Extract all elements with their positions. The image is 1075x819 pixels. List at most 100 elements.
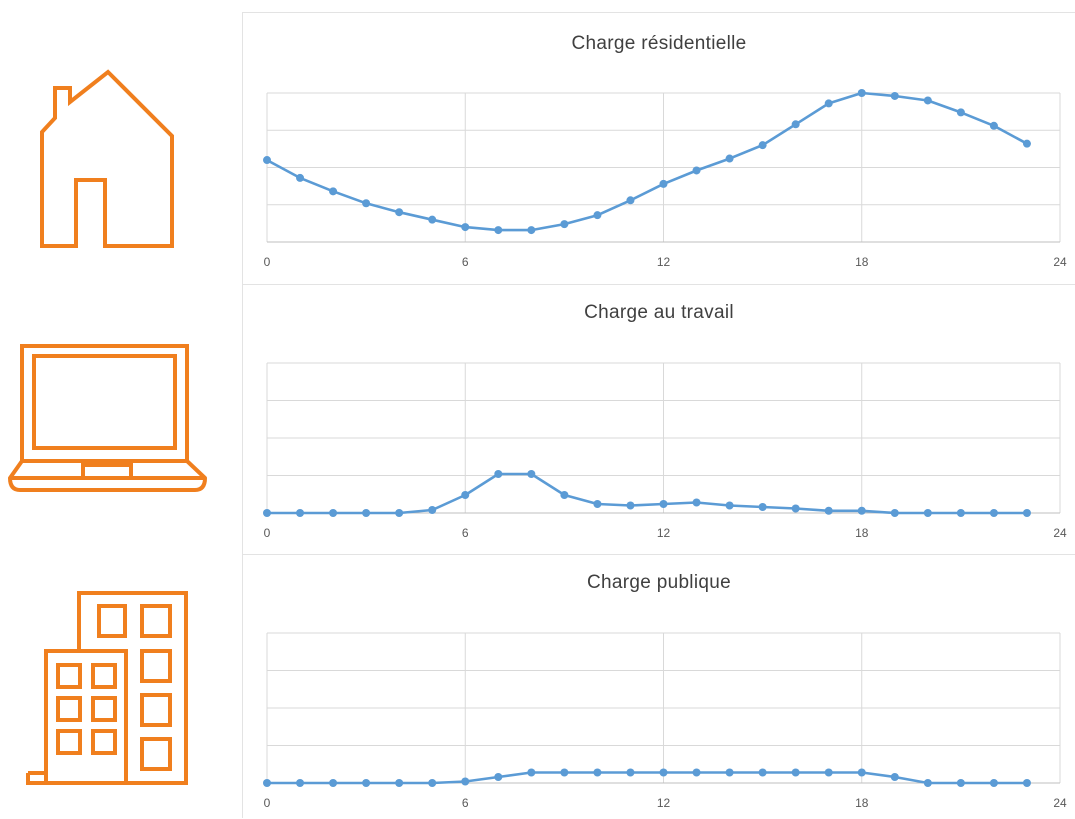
data-point: [989, 509, 998, 517]
x-tick-label: 0: [264, 796, 271, 810]
chart-title: Charge au travail: [584, 302, 734, 323]
x-tick-label: 24: [1053, 796, 1067, 810]
data-point: [989, 121, 998, 130]
x-tick-label: 6: [462, 255, 469, 269]
data-point: [1022, 509, 1031, 517]
series-line: [265, 472, 1029, 515]
data-point: [395, 779, 404, 787]
data-point: [956, 509, 965, 517]
series-line: [265, 771, 1029, 785]
x-tick-label: 12: [657, 796, 671, 810]
x-tick-label: 0: [264, 526, 271, 540]
data-point: [527, 768, 536, 777]
plot-area: 0 6 12 18 24: [263, 632, 1067, 810]
data-point: [956, 779, 965, 787]
data-point: [626, 768, 635, 777]
data-point: [890, 773, 899, 781]
data-point: [560, 768, 569, 777]
x-tick-label: 12: [657, 255, 671, 269]
data-point: [857, 89, 866, 97]
series-line: [265, 91, 1029, 232]
data-point: [956, 108, 965, 117]
chart-residential: Charge résidentielle 0 6 12 18 24: [242, 12, 1075, 284]
data-point: [296, 509, 305, 517]
data-point: [923, 509, 932, 517]
data-point: [461, 223, 470, 232]
data-point: [428, 779, 437, 787]
data-point: [527, 226, 536, 235]
data-point: [857, 506, 866, 515]
data-point: [296, 173, 305, 182]
plot-area: 0 6 12 18 24: [263, 362, 1067, 540]
data-point: [329, 779, 338, 787]
data-point: [329, 187, 338, 196]
data-point: [1022, 139, 1031, 148]
data-point: [758, 503, 767, 511]
data-point: [461, 491, 470, 499]
x-tick-label: 6: [462, 796, 469, 810]
data-point: [428, 506, 437, 514]
data-point: [758, 768, 767, 777]
data-point: [362, 199, 371, 208]
data-point: [725, 154, 734, 163]
data-point: [560, 491, 569, 499]
data-point: [428, 215, 437, 224]
data-point: [593, 500, 602, 508]
x-tick-label: 24: [1053, 255, 1067, 269]
x-tick-label: 18: [855, 796, 869, 810]
data-point: [725, 501, 734, 510]
data-point: [692, 498, 701, 507]
data-point: [659, 768, 668, 777]
data-point: [791, 768, 800, 777]
x-tick-label: 12: [657, 526, 671, 540]
data-point: [758, 141, 767, 150]
data-point: [824, 506, 833, 515]
data-point: [560, 220, 569, 229]
x-tick-label: 24: [1053, 526, 1067, 540]
x-tick-label: 18: [855, 526, 869, 540]
plot-area: 0 6 12 18 24: [263, 89, 1067, 269]
data-point: [296, 779, 305, 787]
data-point: [494, 470, 503, 478]
data-point: [362, 779, 371, 787]
data-point: [626, 196, 635, 205]
data-point: [923, 779, 932, 787]
data-point: [263, 156, 271, 165]
house-icon: [40, 69, 174, 248]
data-point: [362, 509, 371, 517]
data-point: [626, 501, 635, 510]
chart-public: Charge publique 0 6 12 18 24: [242, 554, 1075, 818]
data-point: [791, 120, 800, 129]
x-tick-label: 18: [855, 255, 869, 269]
data-point: [989, 779, 998, 787]
laptop-icon: [8, 344, 207, 492]
data-point: [692, 166, 701, 175]
data-point: [395, 509, 404, 517]
data-point: [725, 768, 734, 777]
data-point: [329, 509, 338, 517]
data-point: [890, 509, 899, 517]
chart-title: Charge résidentielle: [571, 33, 747, 54]
data-point: [890, 91, 899, 100]
data-point: [923, 96, 932, 105]
data-point: [659, 500, 668, 508]
office-building-icon: [26, 591, 188, 785]
data-point: [857, 768, 866, 777]
chart-work: Charge au travail 0 6 12 18 24: [242, 284, 1075, 554]
data-point: [494, 226, 503, 235]
data-point: [263, 779, 271, 787]
data-point: [692, 768, 701, 777]
data-point: [593, 211, 602, 220]
data-point: [494, 773, 503, 781]
data-point: [461, 777, 470, 786]
data-point: [593, 768, 602, 777]
data-point: [527, 470, 536, 478]
x-tick-label: 0: [264, 255, 271, 269]
data-point: [263, 509, 271, 517]
x-tick-label: 6: [462, 526, 469, 540]
data-point: [824, 99, 833, 108]
data-point: [791, 504, 800, 513]
chart-title: Charge publique: [587, 572, 731, 593]
data-point: [659, 179, 668, 188]
data-point: [395, 208, 404, 217]
